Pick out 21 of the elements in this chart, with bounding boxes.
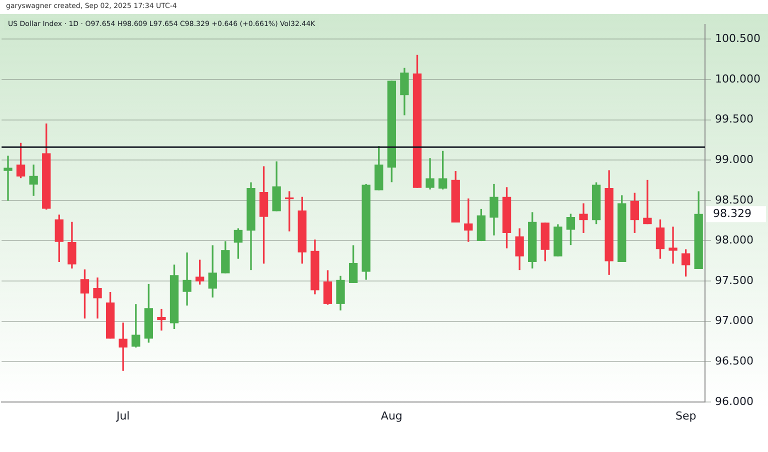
x-tick-label: Aug: [380, 409, 402, 422]
y-tick-label: 97.000: [715, 314, 754, 328]
candlestick: [157, 308, 166, 331]
x-tick-label: Sep: [675, 409, 696, 422]
candlestick: [668, 226, 678, 264]
candlestick: [643, 180, 652, 224]
candlestick: [579, 203, 588, 233]
y-tick-label: 98.500: [715, 193, 754, 206]
y-tick-label: 97.500: [715, 274, 754, 287]
y-tick-label: 99.000: [715, 152, 754, 166]
y-tick-label: 98.000: [715, 234, 754, 247]
y-tick-label: 99.500: [715, 112, 754, 126]
candlestick: [4, 156, 12, 201]
candlestick: [182, 252, 192, 306]
candlestick: [93, 277, 102, 318]
text: 98.329: [713, 207, 752, 220]
y-tick-label: 96.000: [715, 394, 754, 408]
y-tick-label: 100.000: [715, 72, 760, 86]
y-tick-label: 100.500: [715, 32, 760, 45]
x-tick-label: Jul: [115, 409, 130, 422]
y-tick-label: 96.500: [715, 354, 754, 368]
